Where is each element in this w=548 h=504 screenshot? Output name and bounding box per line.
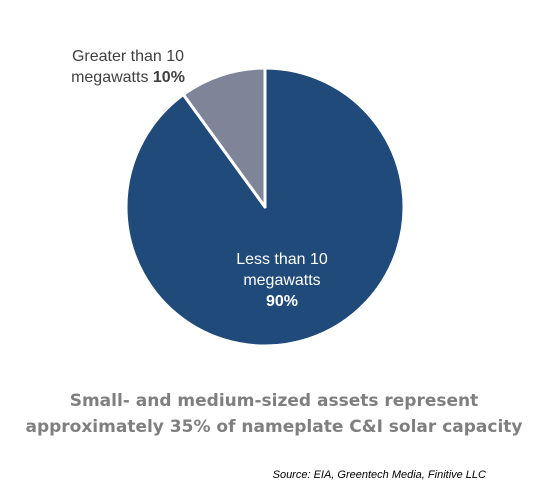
slice-value-label: 90% — [266, 293, 298, 310]
caption-line-2: approximately 35% of nameplate C&I solar… — [25, 417, 523, 437]
source-note: Source: EIA, Greentech Media, Finitive L… — [272, 469, 486, 481]
caption-line-1: Small- and medium-sized assets represent — [69, 391, 479, 411]
pie-slice-greater-than-10mw — [181, 66, 267, 209]
slice-label-greater-than-10mw: Greater than 10 megawatts 10% — [71, 48, 185, 86]
slice-value-label: 10% — [153, 69, 185, 86]
pie-slices — [124, 66, 406, 348]
pie-labels: Less than 10 megawatts 90% Greater than 10 m… — [71, 48, 328, 310]
slice-label-less-than-10mw: Less than 10 megawatts 90% — [236, 251, 328, 310]
